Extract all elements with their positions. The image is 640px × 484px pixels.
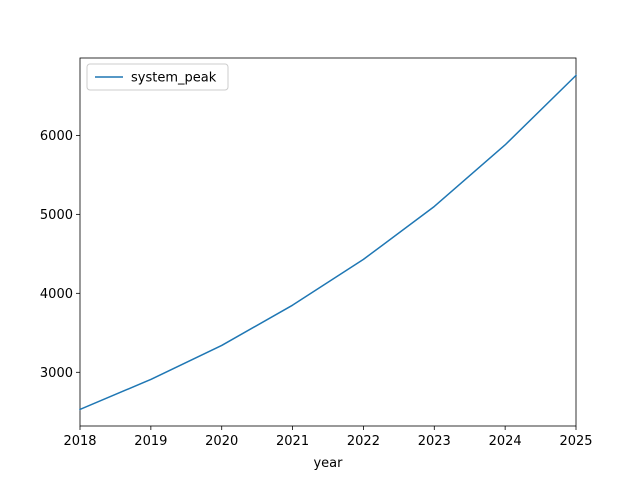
x-tick-label: 2022	[347, 434, 380, 449]
x-axis-label: year	[313, 456, 343, 471]
x-tick-label: 2018	[63, 434, 96, 449]
x-tick-label: 2023	[418, 434, 451, 449]
x-tick-label: 2024	[489, 434, 522, 449]
axes-frame	[79, 57, 577, 427]
x-tick-label: 2020	[205, 434, 238, 449]
y-tick-label: 4000	[40, 287, 73, 302]
y-tick-label: 3000	[40, 366, 73, 381]
y-tick-label: 5000	[40, 208, 73, 223]
plot-area	[80, 58, 576, 426]
legend: system_peak	[86, 63, 229, 91]
tick-layer: 2018 2019 2020 2021 2022 2023 2024 2025 3000 4000…	[40, 129, 593, 449]
series-layer	[79, 74, 578, 411]
x-tick-label: 2021	[276, 434, 309, 449]
legend-label: system_peak	[131, 71, 217, 86]
y-tick-label: 6000	[40, 129, 73, 144]
x-tick-label: 2025	[559, 434, 592, 449]
x-tick-label: 2019	[134, 434, 167, 449]
legend-frame	[86, 63, 229, 91]
plot-background	[80, 58, 576, 426]
axes	[79, 57, 577, 427]
series-line-system-peak	[79, 74, 578, 411]
